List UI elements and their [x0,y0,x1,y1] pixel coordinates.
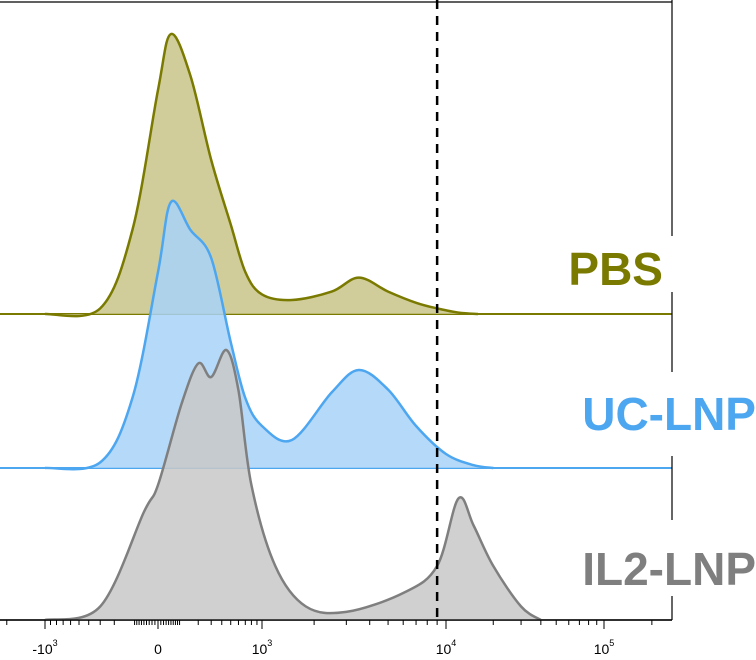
x-tick-label-base: 10 [436,641,452,657]
x-tick-label: 103 [252,638,273,657]
series-labels: PBS UC-LNP IL2-LNP [568,243,756,595]
x-tick-label: 0 [154,641,162,657]
x-tick-label-exponent: 3 [267,638,272,648]
histogram-area-pbs [45,34,478,316]
x-tick-label: 105 [594,638,615,657]
histogram-area-il2-lnp [45,350,541,620]
x-tick-label-base: 10 [252,641,268,657]
x-axis: -103 0 103 104 105 [0,620,672,657]
x-tick-label-base: 10 [594,641,610,657]
x-tick-label-base: -10 [32,641,52,657]
x-tick-label: -103 [32,638,57,657]
histogram-outline-uc-lnp [45,201,493,469]
histogram-outline-pbs [45,34,478,316]
series-label-pbs: PBS [568,243,663,295]
x-tick-label: 104 [436,638,457,657]
series-label-uc-lnp: UC-LNP [582,388,756,440]
series-label-il2-lnp: IL2-LNP [582,543,756,595]
histogram-fills [0,34,672,620]
x-tick-label-exponent: 4 [451,638,456,648]
histogram-area-uc-lnp [45,201,493,469]
x-tick-label-exponent: 3 [53,638,58,648]
x-tick-label-exponent: 5 [609,638,614,648]
x-tick-label-base: 0 [154,641,162,657]
